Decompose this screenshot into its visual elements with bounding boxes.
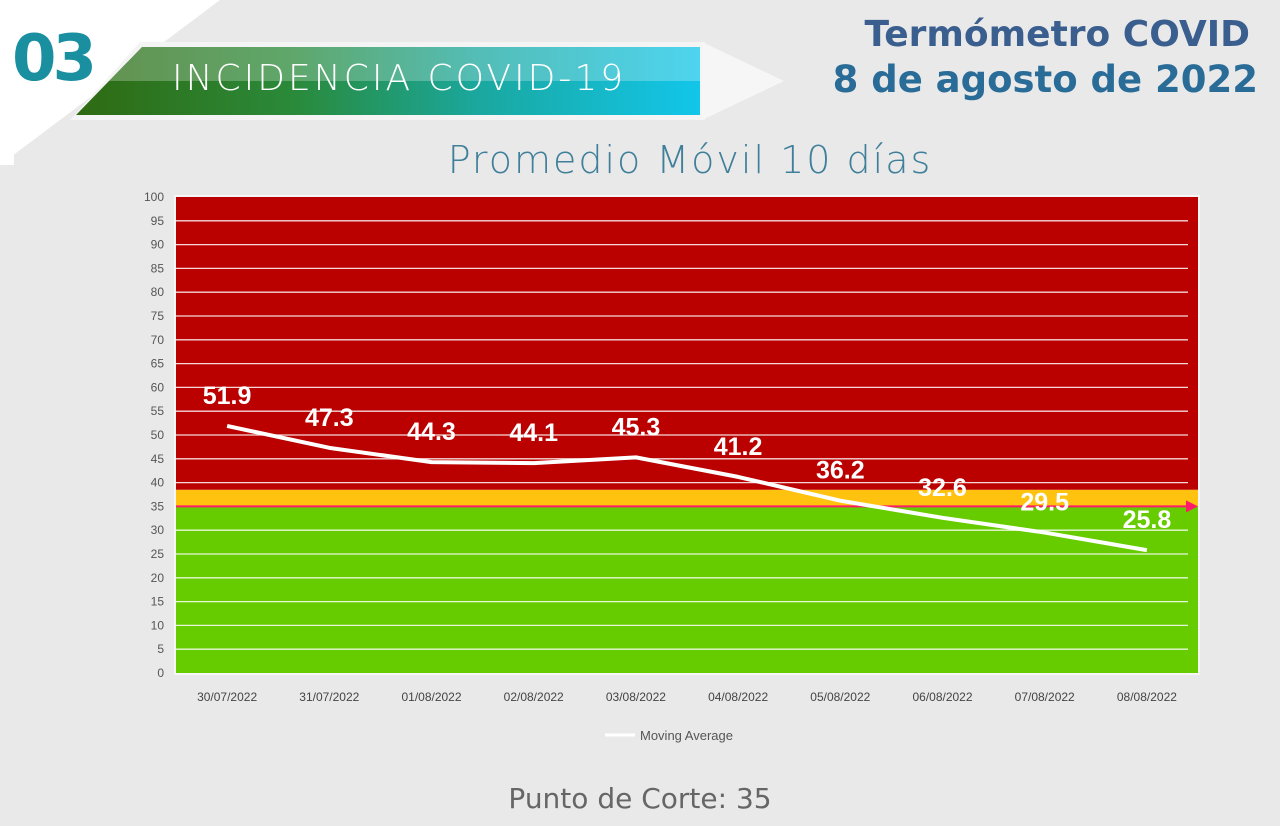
data-label: 29.5 — [1020, 489, 1069, 517]
y-tick-label: 55 — [151, 404, 165, 418]
y-tick-label: 20 — [151, 571, 165, 585]
y-tick-label: 50 — [151, 428, 165, 442]
corner-decoration-strip — [0, 0, 14, 165]
x-tick-label: 30/07/2022 — [197, 690, 257, 704]
y-tick-label: 60 — [151, 380, 165, 394]
y-tick-label: 15 — [151, 595, 165, 609]
data-label: 44.3 — [407, 418, 456, 446]
y-tick-label: 80 — [151, 285, 165, 299]
data-label: 47.3 — [305, 404, 354, 432]
series-line — [226, 424, 1148, 553]
y-tick-label: 10 — [151, 618, 165, 632]
y-tick-label: 30 — [151, 523, 165, 537]
y-tick-label: 45 — [151, 452, 165, 466]
y-tick-label: 75 — [151, 309, 165, 323]
y-tick-label: 65 — [151, 357, 165, 371]
x-tick-label: 08/08/2022 — [1117, 690, 1177, 704]
section-number: 03 — [12, 22, 97, 96]
y-tick-label: 25 — [151, 547, 165, 561]
cutoff-arrow — [1186, 500, 1198, 513]
x-tick-label: 03/08/2022 — [606, 690, 666, 704]
x-tick-label: 01/08/2022 — [401, 690, 461, 704]
banner-title: INCIDENCIA COVID-19 — [172, 58, 627, 99]
page-title: Termómetro COVID — [864, 14, 1250, 55]
data-label: 25.8 — [1123, 506, 1172, 534]
data-label: 45.3 — [612, 413, 661, 441]
y-tick-label: 85 — [151, 261, 165, 275]
x-tick-label: 07/08/2022 — [1015, 690, 1075, 704]
x-tick-label: 31/07/2022 — [299, 690, 359, 704]
x-tick-label: 05/08/2022 — [810, 690, 870, 704]
page-date: 8 de agosto de 2022 — [832, 58, 1258, 101]
y-tick-label: 40 — [151, 476, 165, 490]
x-tick-label: 02/08/2022 — [504, 690, 564, 704]
data-label: 51.9 — [203, 382, 252, 410]
y-tick-label: 90 — [151, 238, 165, 252]
banner-fill — [76, 47, 700, 115]
y-tick-label: 95 — [151, 214, 165, 228]
y-tick-label: 100 — [144, 190, 164, 204]
chart-title: Promedio Móvil 10 días — [447, 138, 933, 182]
data-label: 44.1 — [509, 419, 558, 447]
banner-arrow — [702, 42, 784, 120]
y-tick-label: 70 — [151, 333, 165, 347]
y-tick-label: 5 — [157, 642, 164, 656]
band-green — [176, 506, 1198, 673]
band-yellow — [176, 489, 1198, 507]
data-label: 36.2 — [816, 457, 865, 485]
data-label: 32.6 — [918, 474, 967, 502]
x-tick-label: 06/08/2022 — [912, 690, 972, 704]
y-tick-label: 35 — [151, 499, 165, 513]
x-tick-label: 04/08/2022 — [708, 690, 768, 704]
band-red — [176, 197, 1198, 490]
data-label: 41.2 — [714, 433, 763, 461]
legend-label: Moving Average — [640, 728, 733, 743]
cutoff-label: Punto de Corte: 35 — [508, 782, 772, 815]
y-tick-label: 0 — [157, 666, 164, 680]
